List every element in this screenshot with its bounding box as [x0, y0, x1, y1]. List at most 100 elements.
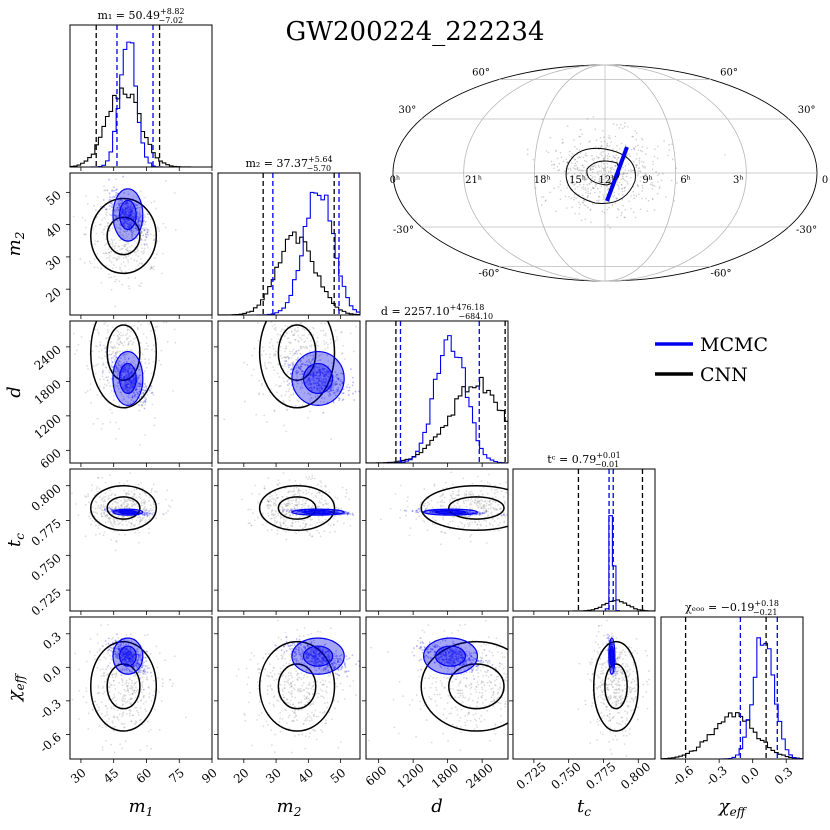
cnn-sample — [144, 396, 147, 399]
cnn-sample — [140, 250, 143, 253]
cnn-sample — [287, 365, 290, 368]
cnn-sample — [265, 420, 268, 423]
mcmc-sample — [133, 395, 136, 398]
cnn-sample — [131, 505, 133, 508]
mcmc-sample — [117, 368, 119, 371]
sky-cnn-sample — [584, 179, 586, 182]
cnn-sample — [132, 501, 135, 503]
mcmc-sample — [124, 213, 126, 216]
mcmc-contour — [118, 199, 137, 231]
cnn-sample — [282, 472, 285, 475]
cnn-sample — [87, 368, 89, 370]
cnn-sample — [331, 362, 334, 364]
mcmc-sample — [312, 376, 315, 379]
mcmc-sample — [137, 221, 140, 224]
sky-dec-label-right: -60° — [710, 269, 731, 280]
cnn-sample — [128, 342, 130, 345]
mcmc-sample — [139, 388, 142, 391]
mcmc-sample — [126, 511, 129, 514]
sky-cnn-sample — [586, 178, 588, 180]
cnn-sample — [301, 328, 304, 330]
cnn-sample — [108, 505, 111, 508]
mcmc-sample — [292, 363, 295, 365]
cnn-sample — [241, 498, 243, 501]
sky-cnn-sample — [652, 160, 654, 163]
sky-cnn-sample — [574, 188, 577, 190]
cnn-sample — [144, 362, 147, 365]
cnn-sample — [110, 276, 113, 279]
cnn-sample — [311, 474, 314, 477]
mcmc-sample — [151, 391, 154, 394]
sky-cnn-sample — [570, 155, 573, 158]
mcmc-sample — [309, 384, 312, 386]
cnn-sample — [115, 540, 117, 542]
mcmc-sample — [312, 382, 315, 385]
cnn-sample — [139, 342, 142, 345]
cnn-sample — [108, 489, 111, 492]
sky-cnn-sample — [568, 196, 570, 198]
sky-cnn-sample — [534, 187, 537, 189]
cnn-sample — [134, 337, 137, 339]
cnn-sample — [125, 257, 128, 259]
cnn-sample — [299, 345, 302, 348]
sky-cnn-sample — [612, 195, 614, 198]
cnn-sample — [296, 490, 299, 493]
mcmc-sample — [127, 373, 130, 375]
cnn-sample — [312, 379, 315, 382]
mcmc-sample — [129, 511, 132, 514]
cnn-sample — [267, 512, 270, 515]
cnn-sample — [133, 383, 136, 385]
cnn-sample — [305, 476, 308, 479]
cnn-sample — [340, 353, 343, 355]
cnn-sample — [108, 240, 111, 243]
cnn-sample — [128, 245, 131, 248]
cnn-sample — [89, 517, 92, 520]
cnn-sample — [125, 500, 127, 503]
cnn-sample — [140, 230, 143, 232]
cnn-sample — [271, 344, 274, 347]
mcmc-sample — [342, 388, 345, 391]
mcmc-sample — [145, 513, 148, 516]
sky-cnn-sample — [591, 177, 593, 180]
mcmc-sample — [126, 201, 129, 204]
mcmc-sample — [319, 370, 322, 373]
cnn-sample — [261, 346, 264, 348]
cnn-sample — [294, 404, 297, 407]
sky-cnn-sample — [582, 194, 584, 197]
cnn-sample — [286, 379, 289, 382]
cnn-sample — [263, 414, 266, 417]
mcmc-sample — [323, 381, 325, 384]
sky-cnn-sample — [608, 155, 611, 158]
mcmc-sample — [312, 375, 315, 378]
sky-cnn-sample — [602, 196, 605, 198]
cnn-sample — [115, 351, 118, 353]
cnn-sample — [118, 428, 120, 430]
cnn-sample — [292, 392, 295, 395]
mcmc-sample — [334, 381, 337, 384]
mcmc-sample — [122, 376, 125, 379]
sky-cnn-sample — [565, 158, 568, 161]
cnn-sample — [109, 408, 112, 411]
mcmc-sample — [124, 369, 127, 372]
sky-cnn-sample — [644, 167, 646, 169]
mcmc-sample — [321, 368, 324, 371]
cnn-sample — [300, 353, 302, 355]
mcmc-sample — [120, 376, 123, 379]
mcmc-sample — [316, 394, 319, 397]
mcmc-sample — [322, 378, 325, 381]
mcmc-sample — [311, 359, 314, 361]
mcmc-sample — [305, 381, 308, 384]
cnn-sample — [109, 242, 112, 245]
mcmc-sample — [130, 371, 133, 374]
mcmc-sample — [129, 510, 131, 513]
mcmc-sample — [117, 373, 120, 376]
cnn-sample — [349, 332, 352, 335]
cnn-sample — [101, 476, 104, 479]
sky-cnn-sample — [620, 212, 623, 214]
sky-cnn-sample — [642, 166, 645, 168]
cnn-sample — [297, 334, 300, 337]
cnn-sample — [124, 211, 127, 214]
cnn-sample — [140, 282, 143, 285]
mcmc-sample — [137, 377, 140, 380]
cnn-sample — [137, 378, 139, 381]
